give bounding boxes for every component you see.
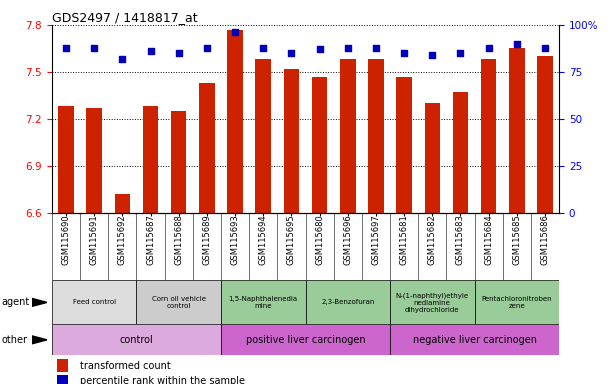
Bar: [171, 111, 186, 213]
Text: negative liver carcinogen: negative liver carcinogen: [412, 335, 536, 345]
Text: GSM115681: GSM115681: [400, 214, 409, 265]
Text: N-(1-naphthyl)ethyle
nediamine
dihydrochloride: N-(1-naphthyl)ethyle nediamine dihydroch…: [396, 292, 469, 313]
Point: [61, 45, 71, 51]
Text: GSM115683: GSM115683: [456, 214, 465, 265]
Bar: [52, 324, 221, 355]
Text: GSM115694: GSM115694: [258, 214, 268, 265]
Bar: [255, 60, 271, 213]
Bar: [57, 375, 68, 384]
Bar: [58, 106, 74, 213]
Text: control: control: [120, 335, 153, 345]
Polygon shape: [32, 298, 47, 306]
Point: [315, 46, 324, 53]
Bar: [143, 106, 158, 213]
Text: GSM115685: GSM115685: [512, 214, 521, 265]
Text: 1,5-Naphthalenedia
mine: 1,5-Naphthalenedia mine: [229, 296, 298, 309]
Text: other: other: [1, 335, 27, 345]
Point: [428, 52, 437, 58]
Point: [540, 45, 550, 51]
Point: [230, 30, 240, 36]
Bar: [199, 83, 214, 213]
Bar: [306, 280, 390, 324]
Point: [399, 50, 409, 56]
Text: GSM115688: GSM115688: [174, 214, 183, 265]
Point: [456, 50, 466, 56]
Point: [287, 50, 296, 56]
Text: Pentachloronitroben
zene: Pentachloronitroben zene: [481, 296, 552, 309]
Bar: [312, 77, 327, 213]
Text: positive liver carcinogen: positive liver carcinogen: [246, 335, 365, 345]
Text: agent: agent: [1, 297, 29, 308]
Bar: [509, 48, 525, 213]
Point: [145, 48, 155, 55]
Bar: [481, 60, 496, 213]
Point: [117, 56, 127, 62]
Text: GSM115695: GSM115695: [287, 214, 296, 265]
Text: GSM115682: GSM115682: [428, 214, 437, 265]
Text: GSM115687: GSM115687: [146, 214, 155, 265]
Bar: [390, 324, 559, 355]
Point: [89, 45, 99, 51]
Bar: [340, 60, 356, 213]
Text: GSM115691: GSM115691: [90, 214, 99, 265]
Point: [343, 45, 353, 51]
Bar: [475, 280, 559, 324]
Point: [512, 41, 522, 47]
Bar: [537, 56, 553, 213]
Text: 2,3-Benzofuran: 2,3-Benzofuran: [321, 300, 375, 305]
Text: GSM115680: GSM115680: [315, 214, 324, 265]
Bar: [425, 103, 440, 213]
Text: GSM115697: GSM115697: [371, 214, 381, 265]
Point: [202, 45, 212, 51]
Bar: [397, 77, 412, 213]
Bar: [86, 108, 102, 213]
Text: GSM115693: GSM115693: [230, 214, 240, 265]
Text: percentile rank within the sample: percentile rank within the sample: [80, 376, 245, 384]
Text: GSM115686: GSM115686: [541, 214, 549, 265]
Text: GSM115692: GSM115692: [118, 214, 127, 265]
Bar: [453, 93, 468, 213]
Text: Feed control: Feed control: [73, 300, 115, 305]
Bar: [57, 359, 68, 372]
Bar: [368, 60, 384, 213]
Bar: [115, 194, 130, 213]
Bar: [227, 30, 243, 213]
Text: GSM115689: GSM115689: [202, 214, 211, 265]
Bar: [390, 280, 475, 324]
Bar: [136, 280, 221, 324]
Point: [371, 45, 381, 51]
Point: [484, 45, 494, 51]
Text: GDS2497 / 1418817_at: GDS2497 / 1418817_at: [52, 11, 197, 24]
Polygon shape: [32, 336, 47, 344]
Text: transformed count: transformed count: [80, 361, 170, 371]
Point: [174, 50, 184, 56]
Text: Corn oil vehicle
control: Corn oil vehicle control: [152, 296, 206, 309]
Point: [258, 45, 268, 51]
Bar: [221, 324, 390, 355]
Text: GSM115696: GSM115696: [343, 214, 353, 265]
Bar: [221, 280, 306, 324]
Text: GSM115690: GSM115690: [62, 214, 70, 265]
Bar: [52, 280, 136, 324]
Bar: [284, 69, 299, 213]
Text: GSM115684: GSM115684: [484, 214, 493, 265]
